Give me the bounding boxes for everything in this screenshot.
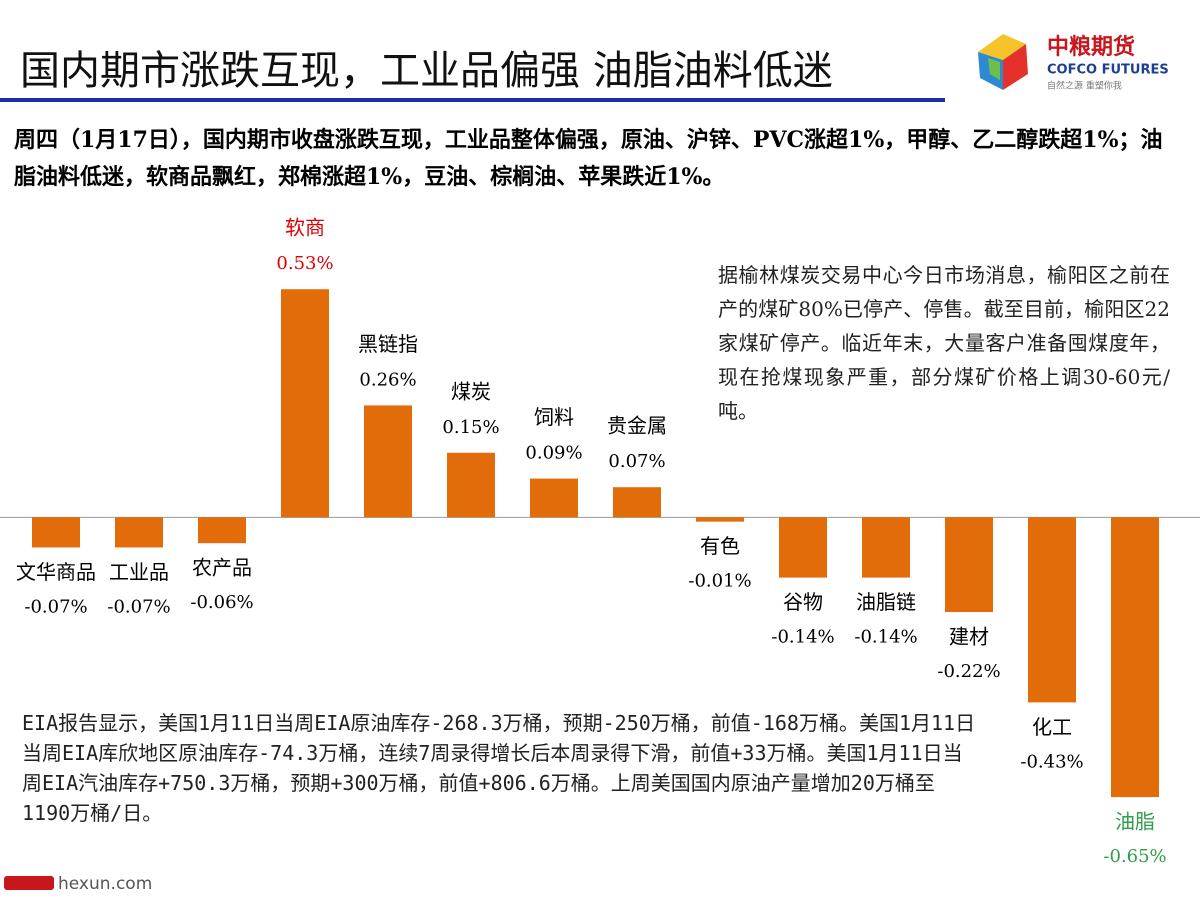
note: 据榆林煤炭交易中心今日市场消息，榆阳区之前在产的煤矿80%已停产、停售。截至目前…: [718, 263, 1170, 423]
category-label: 软商: [285, 216, 325, 240]
category-label: 有色: [700, 534, 740, 558]
intro-text: 周四（1月17日），国内期市收盘涨跌互现，工业品整体偏强，原油、沪锌、PVC涨超…: [14, 127, 1163, 190]
bar: [32, 517, 80, 548]
note: EIA报告显示，美国1月11日当周EIA原油库存-268.3万桶，预期-250万…: [22, 711, 976, 825]
bar: [281, 289, 329, 518]
category-label: 农产品: [192, 556, 252, 580]
watermark: hexun.com: [58, 874, 152, 894]
logo-icon: [978, 34, 1028, 90]
value-label: 0.26%: [359, 369, 416, 390]
bar: [1028, 517, 1076, 703]
value-label: -0.14%: [771, 627, 834, 648]
category-label: 黑链指: [358, 332, 418, 356]
bar: [945, 517, 993, 613]
bar: [115, 517, 163, 548]
category-label: 油脂链: [856, 590, 916, 614]
value-label: -0.43%: [1020, 751, 1083, 772]
value-label: -0.22%: [937, 661, 1000, 682]
watermark-icon: [4, 876, 54, 890]
value-label: -0.07%: [107, 596, 170, 617]
value-label: -0.65%: [1103, 846, 1166, 867]
category-label: 贵金属: [607, 414, 667, 438]
value-label: -0.07%: [24, 596, 87, 617]
bar: [613, 487, 661, 518]
bar: [862, 517, 910, 578]
value-label: 0.53%: [276, 253, 333, 274]
category-label: 油脂: [1115, 810, 1155, 834]
bar: [364, 405, 412, 518]
value-label: 0.15%: [442, 417, 499, 438]
logo-en: COFCO FUTURES: [1047, 63, 1169, 78]
category-label: 谷物: [783, 590, 823, 614]
logo-slogan: 自然之源 重塑你我: [1047, 80, 1122, 92]
category-label: 工业品: [109, 560, 169, 584]
bar: [779, 517, 827, 578]
value-label: 0.07%: [608, 451, 665, 472]
category-label: 文华商品: [16, 560, 96, 584]
bar: [696, 517, 744, 522]
value-label: -0.14%: [854, 627, 917, 648]
category-label: 煤炭: [451, 379, 491, 403]
category-label: 化工: [1032, 715, 1072, 739]
logo-name: 中粮期货: [1047, 34, 1135, 60]
bar: [447, 452, 495, 518]
value-label: -0.06%: [190, 592, 253, 613]
title: 国内期市涨跌互现，工业品偏强 油脂油料低迷: [20, 48, 833, 94]
category-label: 建材: [949, 625, 989, 649]
bar: [530, 478, 578, 518]
value-label: 0.09%: [525, 443, 582, 464]
value-label: -0.01%: [688, 571, 751, 592]
bar: [1111, 517, 1159, 798]
category-label: 饲料: [534, 405, 574, 429]
bar: [198, 517, 246, 544]
